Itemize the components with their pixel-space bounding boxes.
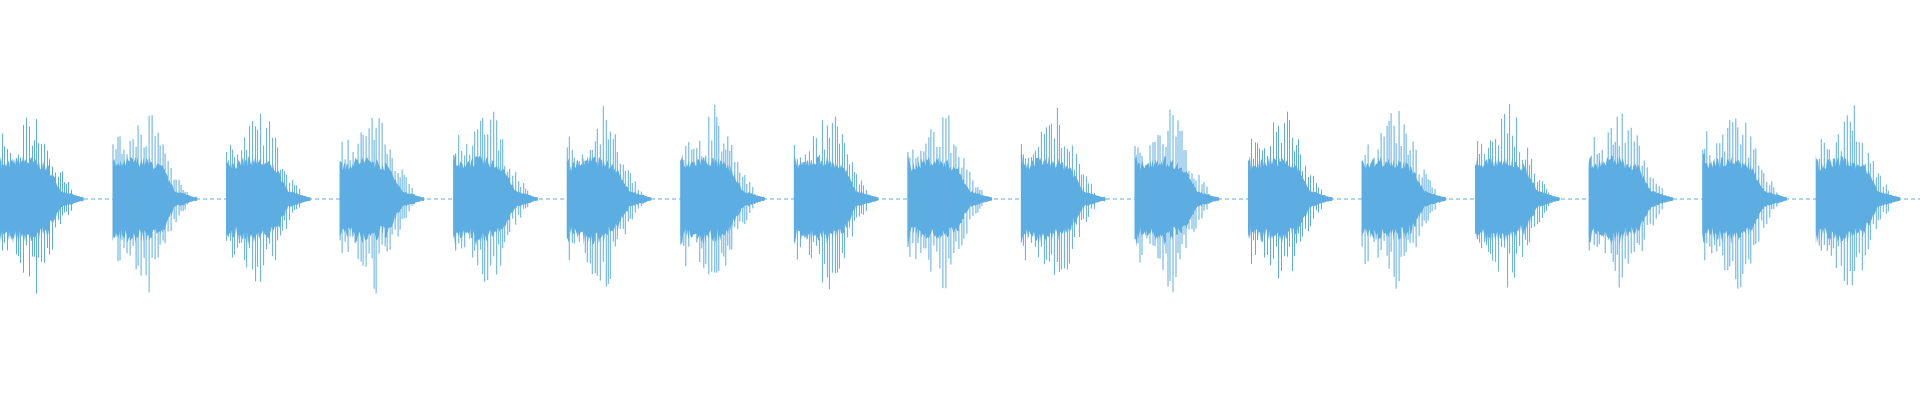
waveform-burst <box>907 115 994 289</box>
waveform-burst <box>226 113 313 282</box>
waveform-burst <box>1702 118 1789 289</box>
waveform-core <box>1475 156 1562 243</box>
waveform-burst <box>1361 111 1448 289</box>
waveform-burst <box>680 104 767 275</box>
waveform-burst <box>1248 111 1334 279</box>
waveform-burst <box>453 111 540 282</box>
waveform-core <box>1248 155 1334 244</box>
waveform-burst <box>112 115 199 293</box>
waveform-burst <box>1815 105 1902 286</box>
waveform-burst <box>793 116 880 290</box>
waveform-burst <box>339 118 426 294</box>
waveform-burst <box>1020 107 1107 275</box>
waveform-burst <box>1588 113 1675 288</box>
waveform-burst <box>1134 109 1221 293</box>
waveform-burst <box>0 117 85 294</box>
waveform-burst <box>1475 103 1562 288</box>
waveform-core <box>0 156 85 243</box>
waveform-burst <box>566 106 653 287</box>
